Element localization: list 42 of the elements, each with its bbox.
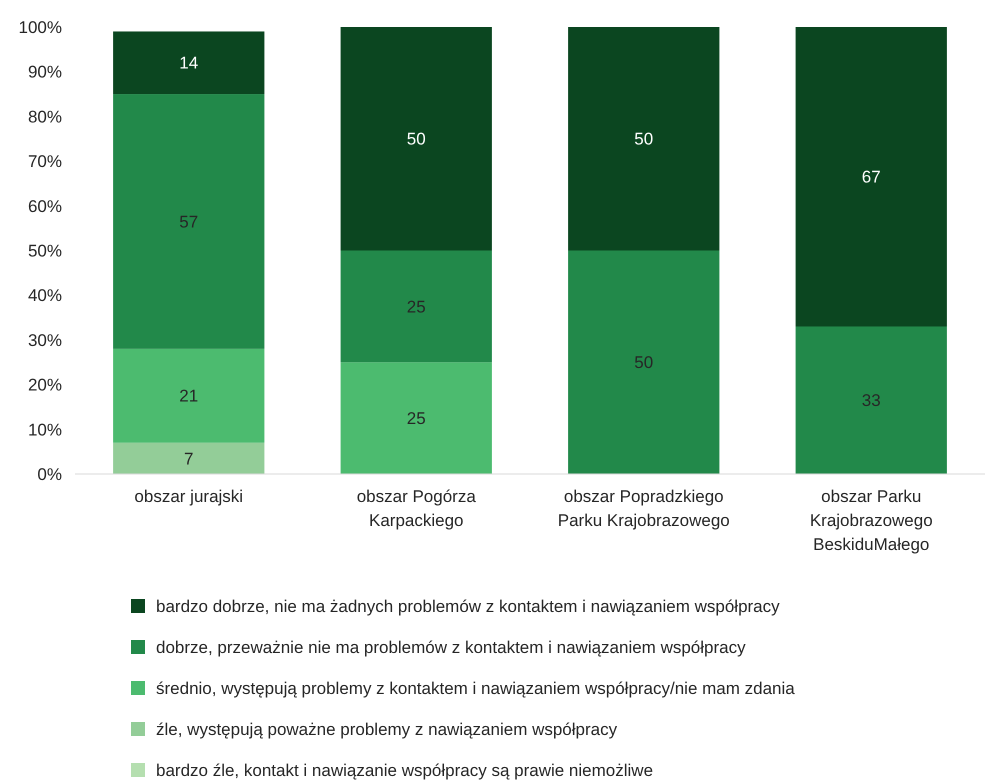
y-tick-label: 10% bbox=[28, 420, 62, 440]
bar bbox=[113, 94, 264, 349]
y-tick-label: 60% bbox=[28, 196, 62, 216]
y-tick-label: 90% bbox=[28, 62, 62, 82]
data-label: 67 bbox=[862, 168, 881, 187]
legend-label: dobrze, przeważnie nie ma problemów z kontaktem i nawiązaniem współpracy bbox=[156, 638, 746, 657]
data-label: 57 bbox=[179, 212, 198, 232]
data-label: 14 bbox=[179, 54, 198, 73]
y-tick-label: 30% bbox=[28, 330, 62, 350]
data-label: 25 bbox=[406, 297, 426, 316]
y-tick-label: 40% bbox=[28, 286, 62, 306]
y-tick-label: 50% bbox=[28, 241, 62, 260]
bar bbox=[568, 250, 720, 474]
data-label: 50 bbox=[634, 130, 654, 149]
legend-label: bardzo dobrze, nie ma żadnych problemów z kontaktem i nawiązaniem współpracy bbox=[156, 596, 780, 616]
legend-label: średnio, występują problemy z kontaktem i nawiązaniem współpracy/nie mam zdania bbox=[156, 678, 796, 698]
bar bbox=[113, 31, 264, 94]
legend-label: źle, występują poważne problemy z nawiązaniem współpracy bbox=[156, 720, 618, 739]
bar bbox=[796, 27, 947, 326]
bar bbox=[340, 250, 492, 362]
y-tick-label: 100% bbox=[18, 18, 62, 37]
bar bbox=[340, 27, 492, 250]
data-label: 33 bbox=[862, 391, 881, 410]
y-tick-label: 20% bbox=[28, 376, 62, 395]
data-label: 50 bbox=[634, 353, 654, 372]
data-label: 7 bbox=[184, 449, 194, 468]
data-label: 21 bbox=[179, 386, 198, 406]
data-label: 50 bbox=[406, 130, 426, 149]
bar bbox=[113, 348, 264, 443]
x-tick-label: obszar Parku Krajobrazowego BeskiduMałego bbox=[810, 487, 933, 554]
x-tick-label: obszar Popradzkiego Parku Krajobrazowego bbox=[558, 487, 730, 530]
legend-label: bardzo źle, kontakt i nawiązanie współpracy są prawie niemożliwe bbox=[156, 760, 654, 780]
y-tick-label: 70% bbox=[28, 152, 62, 172]
bar bbox=[340, 362, 492, 474]
bar bbox=[113, 442, 264, 474]
bar bbox=[568, 27, 720, 250]
x-tick-label: obszar Pogórza Karpackiego bbox=[356, 487, 476, 530]
y-tick-label: 0% bbox=[37, 464, 62, 484]
x-tick-label: obszar jurajski bbox=[134, 487, 244, 506]
y-tick-label: 80% bbox=[28, 107, 62, 126]
bar bbox=[796, 326, 947, 474]
data-label: 25 bbox=[406, 409, 426, 428]
